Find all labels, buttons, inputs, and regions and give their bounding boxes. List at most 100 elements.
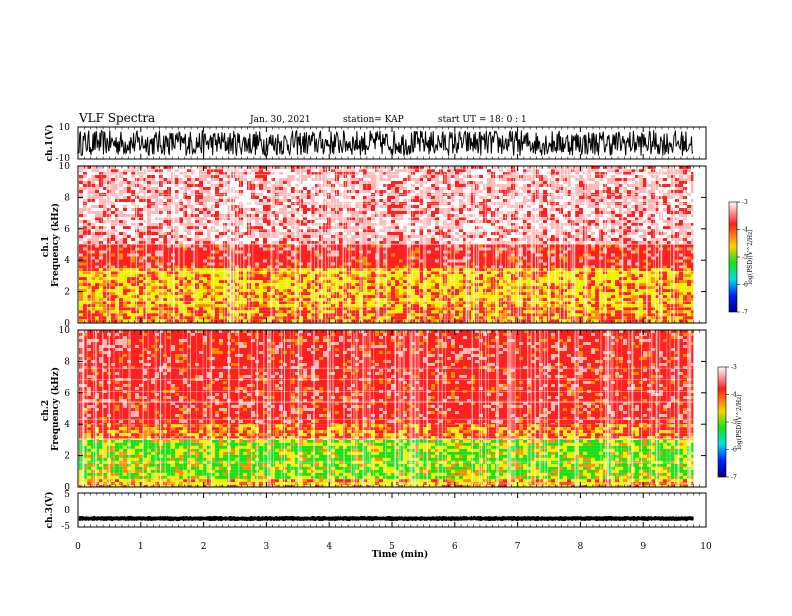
spectrogram-cell	[663, 286, 667, 289]
spectrogram-cell	[287, 280, 291, 283]
spectrogram-cell	[283, 268, 287, 271]
spectrogram-cell	[83, 268, 87, 271]
spectrogram-cell	[487, 274, 491, 277]
spectrogram-cell	[291, 292, 295, 295]
spectrogram-cell	[403, 268, 407, 271]
spectrogram-cell	[279, 310, 283, 313]
spectrogram-cell	[367, 310, 371, 313]
spectrogram-cell	[123, 316, 127, 319]
spectrogram-cell	[187, 298, 191, 301]
spectrogram-cell	[219, 260, 223, 263]
spectrogram-cell	[151, 319, 155, 322]
spectrogram-cell	[575, 313, 579, 316]
spectrogram-cell	[675, 295, 679, 298]
spectrogram-cell	[199, 257, 203, 260]
spectrogram-cell	[611, 289, 615, 292]
spectrogram-cell	[395, 316, 399, 319]
spectrogram-cell	[639, 313, 643, 316]
spectrogram-cell	[187, 257, 191, 260]
spectrogram-cell	[179, 277, 183, 280]
spectrogram-cell	[487, 307, 491, 310]
spectrogram-cell	[543, 295, 547, 298]
spectrogram-cell	[303, 266, 307, 269]
spectrogram-cell	[263, 248, 267, 251]
spectrogram-cell	[119, 268, 123, 271]
spectrogram-cell	[199, 316, 203, 319]
spectrogram-cell	[615, 310, 619, 313]
spectrogram-cell	[239, 263, 243, 266]
spectrogram-cell	[139, 266, 143, 269]
spectrogram-cell	[427, 245, 431, 248]
spectrogram-cell	[123, 263, 127, 266]
spectrogram-cell	[215, 254, 219, 257]
spectrogram-cell	[255, 251, 259, 254]
spectrogram-cell	[543, 254, 547, 257]
spectrogram-cell	[543, 175, 547, 178]
spectrogram-cell	[95, 175, 99, 178]
spectrogram-cell	[219, 283, 223, 286]
spectrogram-cell	[187, 295, 191, 298]
spectrogram-cell	[595, 313, 599, 316]
spectrogram-cell	[127, 263, 131, 266]
spectrogram-cell	[259, 251, 263, 254]
spectrogram-cell	[459, 175, 463, 178]
spectrogram-cell	[255, 274, 259, 277]
spectrogram-cell	[203, 289, 207, 292]
spectrogram-cell	[147, 268, 151, 271]
spectrogram-cell	[283, 266, 287, 269]
spectrogram-cell	[151, 266, 155, 269]
spectrogram-cell	[431, 310, 435, 313]
spectrogram-cell	[219, 277, 223, 280]
spectrogram-cell	[487, 175, 491, 178]
spectrogram-cell	[199, 304, 203, 307]
spectrogram-cell	[279, 319, 283, 322]
spectrogram-cell	[147, 313, 151, 316]
spectrogram-cell	[219, 251, 223, 254]
spectrogram-cell	[639, 251, 643, 254]
spectrogram-cell	[367, 254, 371, 257]
spectrogram-cell	[615, 263, 619, 266]
spectrogram-cell	[683, 304, 687, 307]
spectrogram-cell	[399, 254, 403, 257]
spectrogram-cell	[511, 268, 515, 271]
spectrogram-cell	[83, 316, 87, 319]
spectrogram-cell	[403, 280, 407, 283]
spectrogram-cell	[95, 295, 99, 298]
spectrogram-cell	[395, 251, 399, 254]
spectrogram-cell	[395, 289, 399, 292]
spectrogram-cell	[479, 310, 483, 313]
spectrogram-cell	[283, 248, 287, 251]
spectrogram-cell	[371, 292, 375, 295]
spectrogram-cell	[623, 254, 627, 257]
spectrogram-cell	[219, 292, 223, 295]
spectrogram-cell	[595, 292, 599, 295]
spectrogram-cell	[527, 313, 531, 316]
spectrogram-cell	[371, 268, 375, 271]
spectrogram-cell	[675, 286, 679, 289]
spectrogram-cell	[355, 319, 359, 322]
spectrogram-cell	[255, 289, 259, 292]
spectrogram-cell	[291, 260, 295, 263]
spectrogram-cell	[263, 251, 267, 254]
spectrogram-cell	[95, 313, 99, 316]
spectrogram-cell	[683, 263, 687, 266]
spectrogram-cell	[591, 295, 595, 298]
spectrogram-cell	[591, 307, 595, 310]
spectrogram-cell	[575, 316, 579, 319]
spectrogram-cell	[239, 316, 243, 319]
spectrogram-cell	[291, 298, 295, 301]
spectrogram-cell	[459, 274, 463, 277]
spectrogram-cell	[579, 319, 583, 322]
spectrogram-cell	[123, 260, 127, 263]
spectrogram-cell	[95, 316, 99, 319]
spectrogram-cell	[511, 277, 515, 280]
spectrogram-cell	[79, 263, 83, 266]
spectrogram-cell	[83, 254, 87, 257]
spectrogram-cell	[675, 260, 679, 263]
spectrogram-cell	[139, 248, 143, 251]
spectrogram-cell	[259, 316, 263, 319]
spectrogram-cell	[215, 319, 219, 322]
spectrogram-cell	[203, 248, 207, 251]
spectrogram-cell	[259, 178, 263, 181]
spectrogram-cell	[455, 260, 459, 263]
